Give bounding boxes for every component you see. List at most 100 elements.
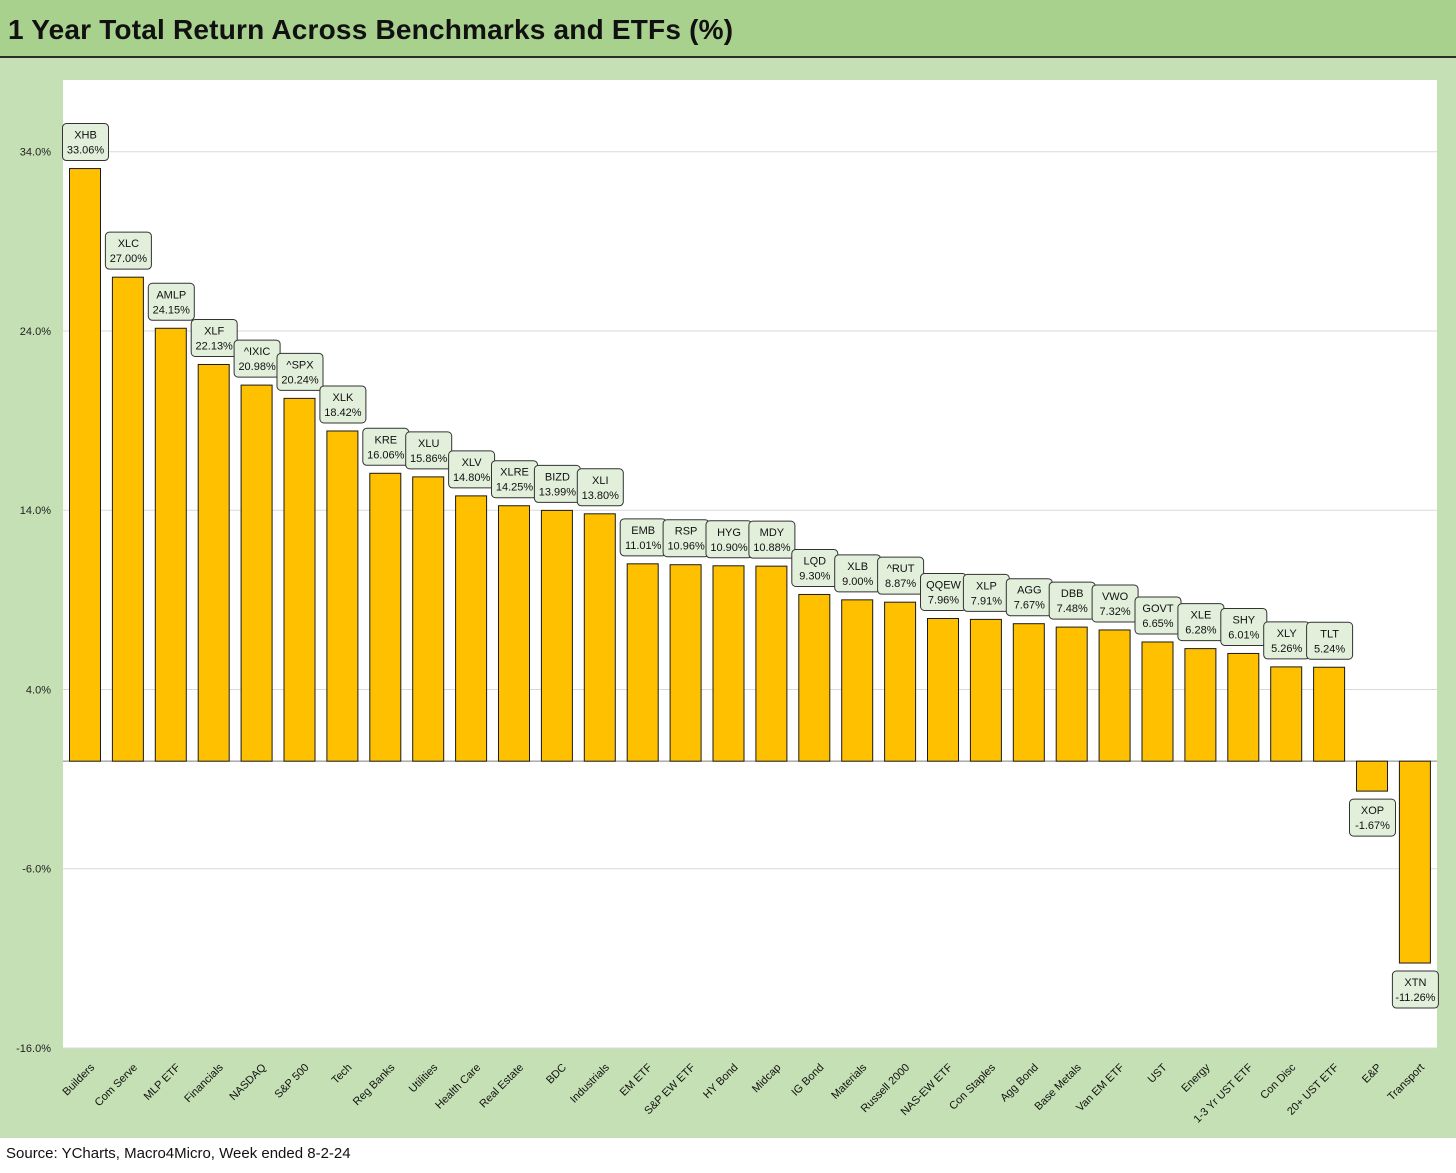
ticker-label: XTN xyxy=(1404,977,1426,989)
ticker-label: XOP xyxy=(1361,805,1384,817)
bar xyxy=(1184,648,1217,762)
data-label: XLC 27.00% xyxy=(104,231,152,270)
bar xyxy=(69,168,101,762)
ticker-label: XLC xyxy=(118,238,139,250)
data-label-box xyxy=(576,468,624,507)
source-note: Source: YCharts, Macro4Micro, Week ended… xyxy=(6,1145,351,1162)
data-label: AGG 7.67% xyxy=(1005,578,1053,617)
data-label: XLE 6.28% xyxy=(1177,603,1225,642)
x-tick-label: EM ETF xyxy=(618,1061,655,1098)
value-label: 6.28% xyxy=(1185,625,1216,637)
y-tick-label: 4.0% xyxy=(26,684,51,696)
ticker-label: LQD xyxy=(803,555,826,567)
value-label: 24.15% xyxy=(153,304,191,316)
data-label-box xyxy=(276,352,324,391)
chart-title: 1 Year Total Return Across Benchmarks an… xyxy=(8,14,734,45)
bar xyxy=(927,617,959,762)
data-label-box xyxy=(405,431,453,470)
data-label-box xyxy=(1349,798,1396,837)
bar xyxy=(669,564,702,762)
value-label: 27.00% xyxy=(110,253,148,265)
value-label: 10.90% xyxy=(710,542,748,554)
y-tick-label: 14.0% xyxy=(20,505,51,517)
data-label: GOVT 6.65% xyxy=(1134,596,1182,635)
bar xyxy=(1356,760,1388,792)
bar xyxy=(1012,623,1045,762)
ticker-label: BIZD xyxy=(545,471,570,483)
ticker-label: XLP xyxy=(976,580,997,592)
data-label: EMB 11.01% xyxy=(619,518,667,557)
x-tick-label: MLP ETF xyxy=(142,1061,183,1102)
data-label-box xyxy=(748,520,796,559)
bar xyxy=(626,563,659,762)
bar xyxy=(540,509,573,762)
x-tick-label: Tech xyxy=(330,1062,355,1087)
value-label: 11.01% xyxy=(625,540,662,552)
bar xyxy=(1055,626,1088,762)
bar xyxy=(1270,666,1303,762)
ticker-label: GOVT xyxy=(1142,603,1173,615)
data-label: ^RUT 8.87% xyxy=(877,556,925,595)
ticker-label: XLK xyxy=(333,392,354,404)
data-label: XHB 33.06% xyxy=(62,123,109,162)
x-tick-label: Financials xyxy=(182,1061,226,1105)
bar xyxy=(498,505,530,762)
data-label-box xyxy=(62,123,109,162)
y-tick-label: -6.0% xyxy=(22,864,51,876)
ticker-label: XLF xyxy=(204,325,224,337)
ticker-label: AMLP xyxy=(156,289,186,301)
data-label: XLP 7.91% xyxy=(962,573,1010,612)
ticker-label: MDY xyxy=(760,527,785,539)
value-label: 14.25% xyxy=(496,482,534,494)
bar xyxy=(1398,760,1431,964)
bar xyxy=(755,565,788,762)
data-label: VWO 7.32% xyxy=(1091,584,1139,623)
x-tick-label: Industrials xyxy=(568,1061,612,1105)
data-label: XLI 13.80% xyxy=(576,468,624,507)
bar xyxy=(240,384,273,762)
x-tick-label: NASDAQ xyxy=(227,1061,269,1103)
x-tick-label: Real Estate xyxy=(477,1062,526,1111)
data-label: XLF 22.13% xyxy=(190,318,238,357)
value-label: 7.91% xyxy=(971,595,1002,607)
value-label: 10.88% xyxy=(753,542,791,554)
data-label: TLT 5.24% xyxy=(1306,621,1354,660)
ticker-label: ^SPX xyxy=(286,359,314,371)
data-label: LQD 9.30% xyxy=(791,548,839,587)
data-label: AMLP 24.15% xyxy=(147,282,195,321)
data-label: XLV 14.80% xyxy=(448,450,496,489)
ticker-label: DBB xyxy=(1061,588,1084,600)
x-tick-label: Health Care xyxy=(433,1062,483,1112)
value-label: 33.06% xyxy=(67,145,105,157)
data-label-box xyxy=(1391,970,1439,1009)
ticker-label: HYG xyxy=(717,527,741,539)
data-label: ^SPX 20.24% xyxy=(276,352,324,391)
bar xyxy=(1313,666,1346,762)
ticker-label: XLV xyxy=(462,457,483,469)
y-tick-label: 24.0% xyxy=(20,326,51,338)
y-tick-label: -16.0% xyxy=(16,1043,51,1055)
data-label-box xyxy=(1306,621,1354,660)
ticker-label: XLRE xyxy=(500,467,529,479)
x-tick-label: Reg Banks xyxy=(351,1061,398,1108)
bar xyxy=(283,397,316,762)
ticker-label: XLB xyxy=(847,561,868,573)
value-label: 5.24% xyxy=(1314,643,1345,655)
ticker-label: ^RUT xyxy=(887,563,915,575)
data-label-box xyxy=(190,318,238,357)
bar xyxy=(712,565,745,762)
bar xyxy=(969,618,1002,762)
data-label-box xyxy=(104,231,152,270)
bar xyxy=(583,513,616,762)
bar xyxy=(1098,629,1131,762)
x-tick-label: UST xyxy=(1146,1061,1170,1085)
data-label: ^IXIC 20.98% xyxy=(233,339,281,378)
x-tick-label: E&P xyxy=(1360,1062,1384,1086)
value-label: 13.99% xyxy=(539,486,577,498)
ticker-label: XHB xyxy=(74,130,97,142)
data-label: BIZD 13.99% xyxy=(533,464,581,503)
value-label: 7.32% xyxy=(1099,606,1130,618)
bar xyxy=(369,472,402,762)
data-label-box xyxy=(319,385,367,424)
ticker-label: EMB xyxy=(631,525,655,537)
